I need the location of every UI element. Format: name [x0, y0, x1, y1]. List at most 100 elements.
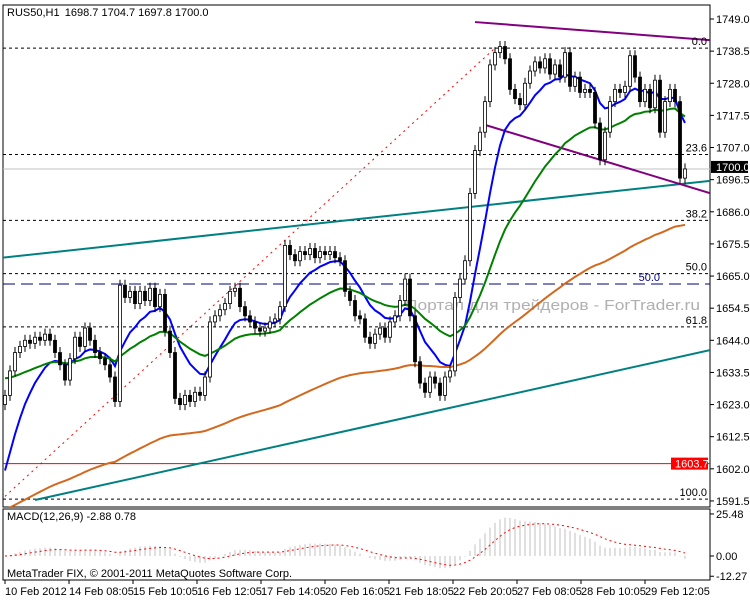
candle-body [198, 391, 202, 396]
candle [58, 347, 62, 371]
candle-body [83, 327, 87, 347]
current-price-label: 1700.0 [716, 162, 750, 174]
candle-body [393, 315, 397, 323]
trend-line [484, 123, 710, 195]
fib-level-label: 50.0 [686, 262, 707, 274]
candle [508, 53, 512, 95]
candle [243, 301, 247, 322]
candle-body [653, 79, 657, 109]
y-axis-label: 1675.5 [716, 239, 750, 251]
candle-body [533, 61, 537, 72]
candle [18, 340, 22, 359]
candle [218, 304, 222, 322]
candle-body [518, 98, 522, 106]
candle [623, 80, 627, 98]
candle [388, 316, 392, 343]
candle [648, 83, 652, 114]
fib-level-label: 61.8 [686, 315, 707, 327]
x-axis-label: 20 Feb 16:05 [325, 586, 390, 598]
candle-body [138, 290, 142, 304]
candle-body [493, 52, 497, 66]
candle-body [388, 321, 392, 338]
candle [123, 279, 127, 303]
candle [13, 347, 17, 377]
candle [593, 86, 597, 129]
candle [413, 310, 417, 368]
candle-body [223, 303, 227, 311]
candle [193, 386, 197, 408]
candle-body [618, 88, 622, 93]
candle-body [448, 370, 452, 378]
candle [68, 353, 72, 386]
candle-body [358, 315, 362, 320]
candle-body [208, 321, 212, 378]
candle [653, 74, 657, 114]
candle [268, 316, 272, 334]
candle [638, 71, 642, 108]
candle-body [298, 251, 302, 262]
candle-body [498, 46, 502, 54]
x-axis-label: 17 Feb 14:05 [261, 586, 326, 598]
candle [83, 322, 87, 352]
y-axis-label: 1707.0 [716, 143, 750, 155]
candle-body [363, 318, 367, 338]
candle [558, 59, 562, 83]
candle-body [528, 70, 532, 84]
y-axis-label: 1591.5 [716, 496, 750, 508]
candle [403, 273, 407, 307]
candle [3, 389, 7, 411]
candle [393, 310, 397, 328]
candle [263, 322, 267, 337]
candle-body [568, 52, 572, 87]
candle-body [18, 346, 22, 353]
candle [613, 83, 617, 108]
marked-price-label: 1603.7 [675, 459, 709, 471]
candle-body [218, 309, 222, 317]
candle [43, 328, 47, 346]
candle-body [103, 358, 107, 366]
candle [573, 71, 577, 92]
candle [448, 365, 452, 383]
candle-body [38, 336, 42, 341]
candle [543, 53, 547, 74]
candle-body [563, 52, 567, 78]
candle [423, 377, 427, 398]
candle [183, 389, 187, 411]
candle [168, 325, 172, 359]
candle [8, 365, 12, 401]
candle-body [558, 64, 562, 78]
candle-body [268, 321, 272, 329]
candle-body [668, 88, 672, 103]
candle-body [418, 361, 422, 384]
candle [343, 255, 347, 297]
candle [53, 334, 57, 359]
candle [548, 53, 552, 80]
candle-body [398, 300, 402, 317]
fib-level-label: 23.6 [686, 143, 707, 155]
candle [93, 334, 97, 359]
watermark: Портал для трейдеров - ForTrader.ru [405, 297, 700, 314]
candle-body [598, 122, 602, 161]
candle-body [178, 398, 182, 405]
candle [213, 310, 217, 328]
candle [163, 288, 167, 337]
candle [353, 295, 357, 322]
candle [333, 246, 337, 264]
candle [238, 282, 242, 313]
candle-body [118, 284, 122, 402]
macd-axis-label: -12.27 [716, 571, 747, 583]
candle [178, 392, 182, 411]
x-axis-label: 15 Feb 10:05 [133, 586, 198, 598]
candle [233, 282, 237, 297]
candle [223, 298, 227, 316]
candle-body [428, 376, 432, 393]
candle [198, 386, 202, 401]
candle [658, 74, 662, 138]
candle-body [433, 376, 437, 384]
candle-body [263, 327, 267, 332]
candle-body [143, 290, 147, 301]
candle-body [28, 339, 32, 344]
candle [433, 371, 437, 389]
candle-body [423, 382, 427, 393]
